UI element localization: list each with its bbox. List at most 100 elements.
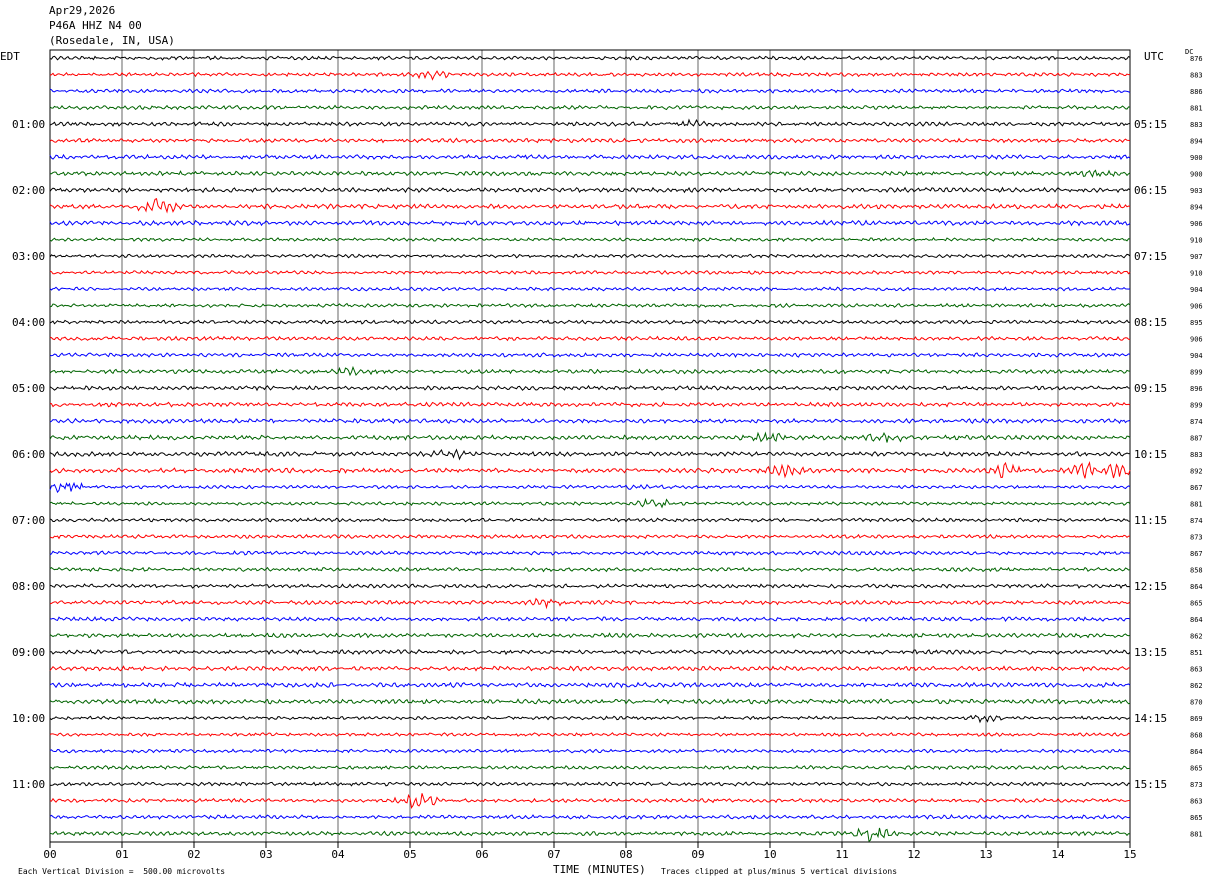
dc-offset-label: 883 [1190,121,1203,129]
left-time-label: 05:00 [12,382,45,395]
scale-note: Each Vertical Division = 500.00 microvol… [18,867,226,876]
dc-offset-label: 865 [1190,814,1203,822]
seismogram-trace [49,286,1131,292]
seismogram-trace [49,237,1131,243]
right-time-label: 14:15 [1134,712,1167,725]
seismogram-trace [49,88,1131,94]
dc-offset-label: 876 [1190,55,1203,63]
dc-offset-label: 858 [1190,567,1203,575]
x-tick-label: 00 [43,848,56,861]
dc-offset-label: 906 [1190,303,1203,311]
dc-offset-label: 899 [1190,369,1203,377]
dc-offset-label: 894 [1190,138,1203,146]
seismogram-trace [49,793,1131,809]
seismogram-trace [49,219,1131,227]
dc-offset-label: 881 [1190,831,1203,839]
dc-offset-label: 881 [1190,501,1203,509]
seismogram-trace [49,665,1131,672]
dc-offset-label: 886 [1190,88,1203,96]
seismogram-trace [49,681,1131,689]
dc-offset-label: 910 [1190,237,1203,245]
seismogram-trace [49,55,1131,61]
dc-offset-label: 873 [1190,781,1203,789]
dc-offset-label: 906 [1190,220,1203,228]
right-time-label: 12:15 [1134,580,1167,593]
right-time-label: 06:15 [1134,184,1167,197]
left-zone-label: EDT [0,50,20,63]
seismogram-trace [49,764,1131,771]
seismogram-trace [49,814,1131,820]
seismogram-trace [49,70,1131,81]
seismogram-trace [49,517,1131,523]
dc-offset-label: 864 [1190,748,1203,756]
seismogram-trace [49,198,1131,214]
dc-offset-label: 868 [1190,732,1203,740]
seismogram-trace [49,827,1131,843]
x-tick-label: 06 [475,848,488,861]
seismogram-trace [49,335,1131,342]
header-location: (Rosedale, IN, USA) [49,34,175,47]
seismogram-trace [49,384,1131,392]
seismogram-trace [49,365,1131,377]
dc-offset-label: 892 [1190,468,1203,476]
dc-offset-label: 863 [1190,798,1203,806]
dc-offset-label: 851 [1190,649,1203,657]
right-time-label: 05:15 [1134,118,1167,131]
left-time-label: 07:00 [12,514,45,527]
seismogram-trace [49,714,1131,724]
seismogram-trace [49,431,1131,443]
dc-offset-label: 874 [1190,418,1203,426]
seismogram-trace [49,481,1131,494]
dc-offset-label: 870 [1190,699,1203,707]
seismogram-trace [49,137,1131,144]
left-time-label: 11:00 [12,778,45,791]
dc-header-label: DC [1185,48,1194,56]
dc-offset-label: 896 [1190,385,1203,393]
seismogram-trace [49,649,1131,656]
seismogram-trace [49,748,1131,754]
right-time-label: 07:15 [1134,250,1167,263]
seismogram-trace [49,186,1131,194]
left-time-label: 08:00 [12,580,45,593]
plot-frame [49,49,1131,843]
x-tick-label: 11 [835,848,848,861]
seismogram-trace [49,615,1131,623]
header-date: Apr29,2026 [49,4,116,17]
seismogram-trace [49,460,1131,479]
x-tick-label: 01 [115,848,128,861]
dc-offset-label: 864 [1190,616,1203,624]
x-tick-label: 15 [1123,848,1136,861]
left-time-label: 02:00 [12,184,45,197]
x-tick-label: 03 [259,848,272,861]
clip-note: Traces clipped at plus/minus 5 vertical … [661,867,898,876]
seismogram-trace [49,118,1131,127]
seismogram-trace [49,169,1131,178]
dc-offset-label: 900 [1190,154,1203,162]
header-station: P46A HHZ N4 00 [49,19,142,32]
dc-offset-label: 883 [1190,451,1203,459]
right-zone-label: UTC [1144,50,1164,63]
left-time-label: 04:00 [12,316,45,329]
x-tick-label: 10 [763,848,776,861]
x-tick-label: 08 [619,848,632,861]
x-tick-label: 09 [691,848,704,861]
dc-offset-label: 887 [1190,435,1203,443]
dc-offset-label: 900 [1190,171,1203,179]
dc-offset-label: 906 [1190,336,1203,344]
x-tick-label: 12 [907,848,920,861]
dc-offset-label: 864 [1190,583,1203,591]
seismogram-trace [49,597,1131,610]
x-tick-label: 02 [187,848,200,861]
seismogram-trace [49,550,1131,556]
seismogram-trace [49,732,1131,738]
dc-offset-label: 865 [1190,600,1203,608]
dc-offset-label: 904 [1190,352,1203,360]
seismogram-trace [49,583,1131,590]
dc-offset-label: 903 [1190,187,1203,195]
dc-offset-label: 910 [1190,270,1203,278]
left-time-label: 09:00 [12,646,45,659]
dc-offset-label: 873 [1190,534,1203,542]
seismogram-trace [49,566,1131,573]
seismogram-trace [49,253,1131,259]
seismogram-trace [49,698,1131,705]
